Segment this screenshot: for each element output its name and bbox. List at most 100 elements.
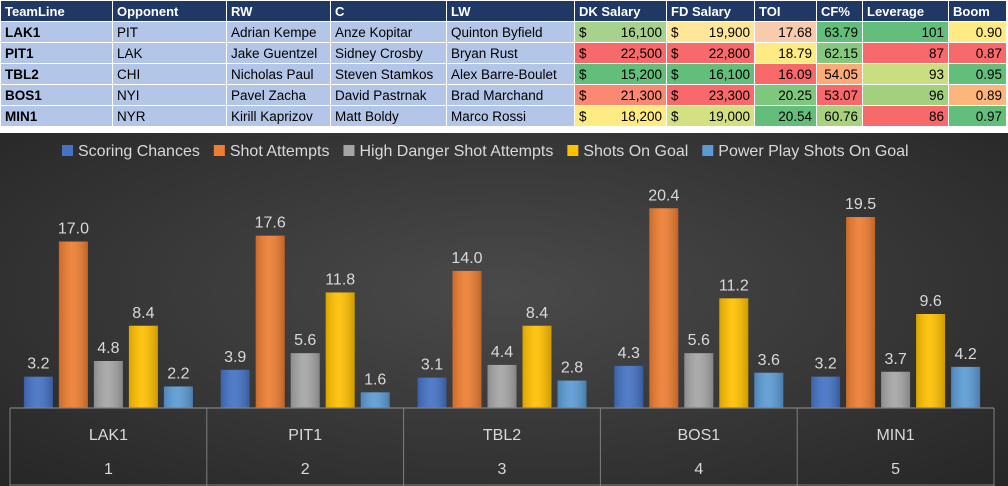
data-label: 3.9	[224, 349, 246, 366]
cell-boom[interactable]: 0.90	[948, 21, 1007, 43]
legend-label: Shots On Goal	[583, 143, 688, 160]
cell-fd-salary[interactable]: $23,300	[666, 84, 755, 106]
bar-chart-svg: Scoring Chances Shot Attempts High Danger …	[9, 143, 995, 486]
bar-shade	[811, 376, 841, 408]
cell-dk-salary[interactable]: $22,500	[574, 42, 667, 64]
cell-cf-pct[interactable]: 63.79	[816, 21, 863, 43]
header-teamline[interactable]: TeamLine	[0, 0, 113, 22]
cell-c[interactable]: David Pastrnak	[330, 84, 447, 106]
category-index-label: 2	[301, 461, 310, 478]
legend-item: Shot Attempts	[213, 143, 329, 160]
cell-fd-salary[interactable]: $22,800	[666, 42, 755, 64]
cell-cf-pct[interactable]: 60.76	[816, 105, 863, 127]
bar-shade	[163, 386, 193, 408]
cell-toi[interactable]: 18.79	[754, 42, 817, 64]
table-body: LAK1 PIT Adrian Kempe Anze Kopitar Quinton B…	[0, 21, 1007, 127]
header-c[interactable]: C	[330, 0, 447, 22]
header-leverage[interactable]: Leverage	[862, 0, 949, 22]
cell-c[interactable]: Sidney Crosby	[330, 42, 447, 64]
category-index-label: 1	[104, 461, 113, 478]
header-cf-pct[interactable]: CF%	[816, 0, 863, 22]
cell-cf-pct[interactable]: 62.15	[816, 42, 863, 64]
cell-teamline[interactable]: LAK1	[0, 21, 113, 43]
header-toi[interactable]: TOI	[754, 0, 817, 22]
currency-symbol: $	[671, 87, 679, 103]
data-label: 11.2	[719, 277, 749, 294]
salary-amount: 16,100	[620, 24, 662, 40]
bar-shade	[846, 217, 876, 408]
data-label: 20.4	[648, 187, 679, 204]
cell-lw[interactable]: Quinton Byfield	[446, 21, 575, 43]
cell-teamline[interactable]: TBL2	[0, 63, 113, 85]
header-rw[interactable]: RW	[226, 0, 331, 22]
cell-rw[interactable]: Adrian Kempe	[226, 21, 331, 43]
legend-swatch-icon	[702, 145, 714, 156]
header-lw[interactable]: LW	[446, 0, 575, 22]
data-label: 3.1	[421, 357, 443, 374]
cell-lw[interactable]: Bryan Rust	[446, 42, 575, 64]
bar-shade	[487, 364, 517, 408]
cell-leverage[interactable]: 101	[862, 21, 949, 43]
cell-opponent[interactable]: LAK	[112, 42, 227, 64]
cell-lw[interactable]: Brad Marchand	[446, 84, 575, 106]
cell-rw[interactable]: Kirill Kaprizov	[226, 105, 331, 127]
bar-shade	[684, 353, 714, 408]
cell-fd-salary[interactable]: $19,000	[666, 105, 755, 127]
cell-boom[interactable]: 0.87	[948, 42, 1007, 64]
cell-rw[interactable]: Jake Guentzel	[226, 42, 331, 64]
data-label: 4.2	[954, 346, 976, 363]
bar-shade	[220, 369, 250, 408]
cell-dk-salary[interactable]: $15,200	[574, 63, 667, 85]
cell-dk-salary[interactable]: $21,300	[574, 84, 667, 106]
cell-opponent[interactable]: NYI	[112, 84, 227, 106]
cell-teamline[interactable]: BOS1	[0, 84, 113, 106]
cell-boom[interactable]: 0.89	[948, 84, 1007, 106]
cell-opponent[interactable]: NYR	[112, 105, 227, 127]
header-fd-salary[interactable]: FD Salary	[666, 0, 755, 22]
cell-teamline[interactable]: MIN1	[0, 105, 113, 127]
cell-fd-salary[interactable]: $16,100	[666, 63, 755, 85]
cell-leverage[interactable]: 87	[862, 42, 949, 64]
cell-boom[interactable]: 0.97	[948, 105, 1007, 127]
cell-cf-pct[interactable]: 53.07	[816, 84, 863, 106]
cell-opponent[interactable]: CHI	[112, 63, 227, 85]
cell-rw[interactable]: Pavel Zacha	[226, 84, 331, 106]
cell-c[interactable]: Anze Kopitar	[330, 21, 447, 43]
cell-rw[interactable]: Nicholas Paul	[226, 63, 331, 85]
bar-shade	[522, 325, 552, 408]
salary-amount: 15,200	[620, 66, 662, 82]
cell-toi[interactable]: 16.09	[754, 63, 817, 85]
data-label: 5.6	[688, 332, 710, 349]
header-opponent[interactable]: Opponent	[112, 0, 227, 22]
cell-leverage[interactable]: 96	[862, 84, 949, 106]
header-boom[interactable]: Boom	[948, 0, 1007, 22]
cell-toi[interactable]: 20.54	[754, 105, 817, 127]
salary-table: TeamLine Opponent RW C LW DK Salary FD S…	[0, 0, 1007, 127]
cell-teamline[interactable]: PIT1	[0, 42, 113, 64]
cell-c[interactable]: Steven Stamkos	[330, 63, 447, 85]
header-dk-salary[interactable]: DK Salary	[574, 0, 667, 22]
salary-amount: 21,300	[620, 87, 662, 103]
cell-dk-salary[interactable]: $18,200	[574, 105, 667, 127]
cell-boom[interactable]: 0.95	[948, 63, 1007, 85]
cell-opponent[interactable]: PIT	[112, 21, 227, 43]
salary-amount: 22,800	[708, 45, 750, 61]
data-label: 5.6	[294, 332, 316, 349]
cell-fd-salary[interactable]: $19,900	[666, 21, 755, 43]
legend-label: Scoring Chances	[78, 143, 200, 160]
cell-dk-salary[interactable]: $16,100	[574, 21, 667, 43]
cell-lw[interactable]: Alex Barre-Boulet	[446, 63, 575, 85]
cell-toi[interactable]: 20.25	[754, 84, 817, 106]
bar-shade	[325, 292, 355, 408]
table-row: BOS1 NYI Pavel Zacha David Pastrnak Brad Mar…	[0, 84, 1007, 106]
currency-symbol: $	[671, 66, 679, 82]
cell-cf-pct[interactable]: 54.05	[816, 63, 863, 85]
cell-lw[interactable]: Marco Rossi	[446, 105, 575, 127]
salary-amount: 22,500	[620, 45, 662, 61]
data-label: 19.5	[845, 196, 876, 213]
cell-leverage[interactable]: 86	[862, 105, 949, 127]
cell-c[interactable]: Matt Boldy	[330, 105, 447, 127]
cell-leverage[interactable]: 93	[862, 63, 949, 85]
cell-toi[interactable]: 17.68	[754, 21, 817, 43]
currency-symbol: $	[671, 45, 679, 61]
